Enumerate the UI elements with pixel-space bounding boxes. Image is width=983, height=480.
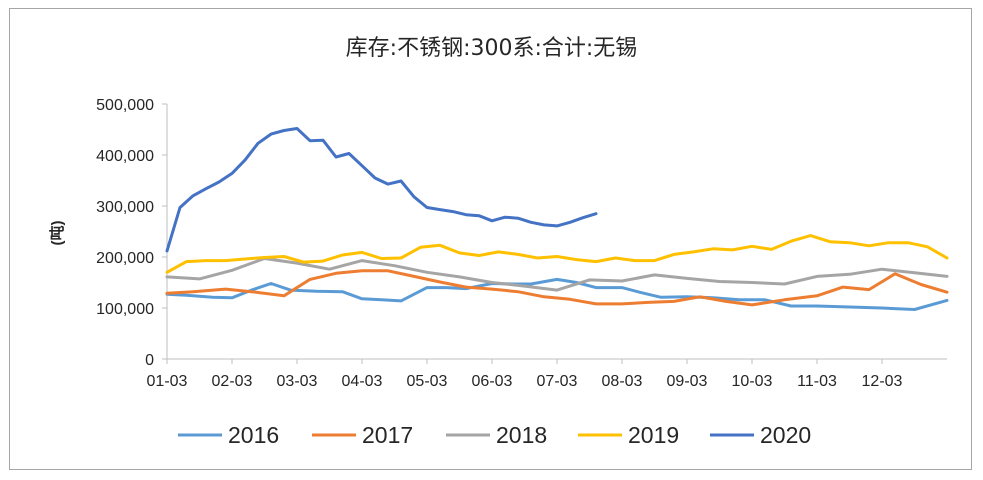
legend-item-2019: 2019: [578, 422, 679, 448]
legend-item-2016: 2016: [178, 422, 279, 448]
x-axis: 01-03 02-03 03-03 04-03 05-03 06-03 07-03 08-03…: [147, 358, 947, 390]
x-tick-label: 10-03: [732, 373, 773, 390]
series-line-2019: [165, 234, 949, 274]
legend-label: 2018: [496, 422, 547, 448]
legend-item-2018: 2018: [446, 422, 547, 448]
legend-label: 2016: [228, 422, 279, 448]
legend-item-2020: 2020: [710, 422, 811, 448]
x-tick-label: 11-03: [797, 373, 837, 390]
y-axis: 0 100,000 200,000 300,000 400,000 500,000: [96, 97, 168, 369]
x-tick-label: 12-03: [862, 373, 903, 390]
series-line-2016: [165, 277, 949, 311]
series-lines: [165, 127, 949, 311]
x-tick-label: 06-03: [472, 373, 513, 390]
y-tick-label: 300,000: [96, 199, 154, 216]
y-tick-label: 100,000: [96, 301, 154, 318]
x-tick-label: 08-03: [602, 373, 643, 390]
legend-label: 2020: [760, 422, 811, 448]
y-tick-label: 0: [145, 352, 154, 369]
y-tick-label: 400,000: [96, 148, 154, 165]
x-tick-label: 09-03: [667, 373, 708, 390]
legend-item-2017: 2017: [312, 422, 413, 448]
y-tick-label: 200,000: [96, 250, 154, 267]
legend-label: 2019: [628, 422, 679, 448]
y-tick-label: 500,000: [96, 97, 154, 114]
legend: 2016 2017 2018 2019 2020: [178, 422, 811, 448]
chart-title: 库存:不锈钢:300系:合计:无锡: [345, 36, 638, 61]
x-tick-label: 02-03: [212, 373, 253, 390]
x-tick-label: 07-03: [537, 373, 578, 390]
y-axis-label: (吨): [48, 221, 66, 246]
series-line-2017: [165, 269, 949, 307]
series-line-2018: [165, 257, 949, 292]
x-tick-label: 03-03: [277, 373, 318, 390]
x-tick-label: 01-03: [147, 373, 188, 390]
x-tick-label: 05-03: [407, 373, 448, 390]
legend-label: 2017: [362, 422, 413, 448]
series-line-2020: [165, 127, 598, 253]
x-tick-label: 04-03: [342, 373, 383, 390]
